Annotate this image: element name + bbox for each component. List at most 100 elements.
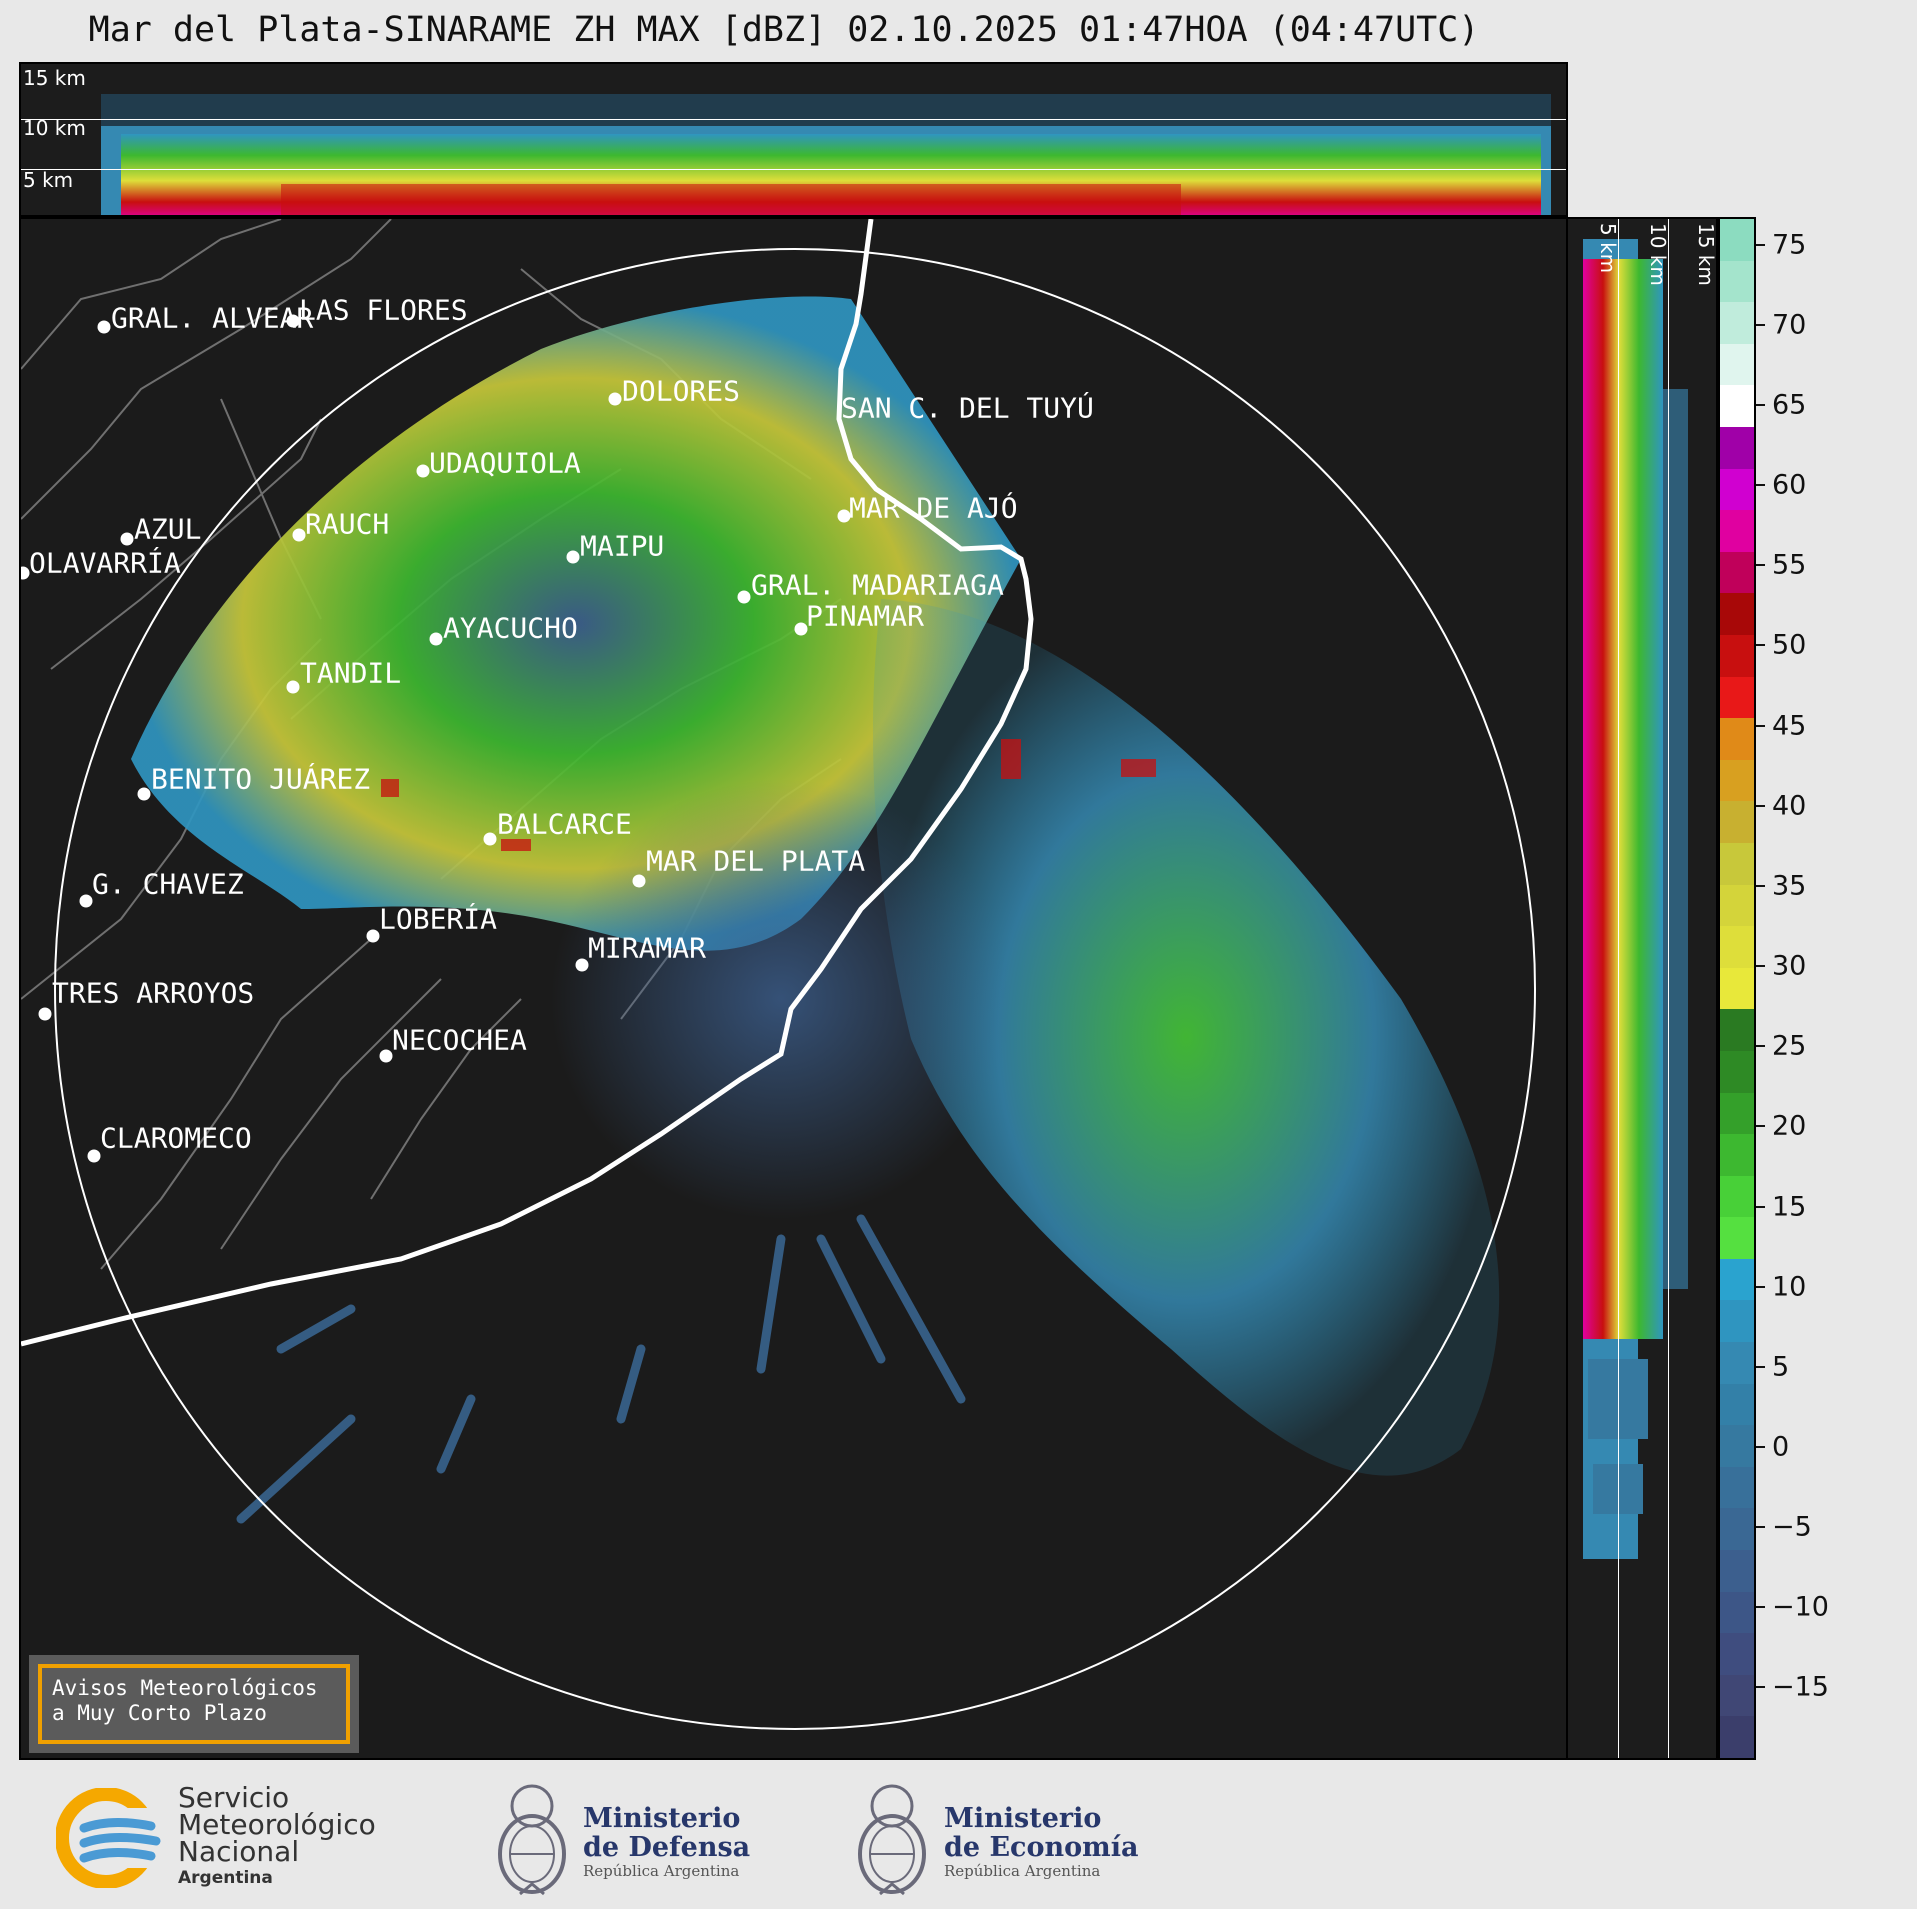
city-dot (286, 680, 300, 694)
colorbar-tick-label: 65 (1772, 389, 1807, 421)
colorbar-tick-label: 45 (1772, 710, 1807, 742)
city-dot (21, 566, 30, 580)
colorbar-tick-label: 20 (1772, 1110, 1807, 1142)
altitude-label-10km-vertical: 10 km (1646, 223, 1670, 286)
colorbar-tick-mark (1756, 564, 1765, 567)
city-dot (794, 622, 808, 636)
colorbar-tick-mark (1756, 804, 1765, 807)
city-label-mar-del-plata: MAR DEL PLATA (646, 844, 866, 878)
city-label-tandil: TANDIL (300, 656, 402, 690)
colorbar-segment (1720, 1549, 1754, 1592)
echo-cores (381, 739, 1156, 851)
colorbar-segment (1720, 1382, 1754, 1426)
colorbar-segment (1720, 1715, 1754, 1758)
city-dot (286, 314, 300, 328)
colorbar-tick-label: 40 (1772, 790, 1807, 822)
city-label-mar-de-ajo: MAR DE AJÓ (849, 491, 1018, 525)
city-dot (483, 832, 497, 846)
colorbar-segment (1720, 219, 1754, 261)
colorbar-segment (1720, 1216, 1754, 1259)
colorbar-segment (1720, 1590, 1754, 1634)
colorbar-tick-mark (1756, 1445, 1765, 1448)
city-label-maipu: MAIPU (580, 529, 665, 563)
smn-logo-icon (55, 1787, 168, 1889)
city-dot (366, 929, 380, 943)
city-label-gral-madariaga: GRAL. MADARIAGA (751, 568, 1004, 602)
radar-map[interactable]: GRAL. ALVEAR LAS FLORES DOLORES SAN C. D… (19, 217, 1568, 1760)
colorbar-segment (1720, 425, 1754, 469)
city-dot (575, 958, 589, 972)
smn-text-line-1: Servicio (178, 1781, 290, 1814)
city-dot (416, 464, 430, 478)
colorbar-tick-mark (1756, 724, 1765, 727)
colorbar-tick-mark (1756, 243, 1765, 246)
colorbar-tick-mark (1756, 1125, 1765, 1128)
colorbar-segment (1720, 758, 1754, 802)
colorbar-tick-mark (1756, 1686, 1765, 1689)
colorbar-segment (1720, 1507, 1754, 1551)
top-cross-section-echoes (101, 94, 1551, 215)
argentina-coat-of-arms-icon (852, 1776, 932, 1905)
city-label-miramar: MIRAMAR (588, 931, 707, 965)
colorbar-tick-mark (1756, 484, 1765, 487)
echo-clutter-center (551, 779, 1011, 1219)
colorbar-tick-label: 10 (1772, 1271, 1807, 1303)
defensa-title-2: de Defensa (583, 1832, 751, 1863)
colorbar-ticks: 75 70 65 60 55 50 45 40 35 30 25 20 15 10 5 0 −5 −10 −15 (1756, 217, 1916, 1760)
economia-title-1: Ministerio (944, 1803, 1102, 1834)
city-dot (87, 1149, 101, 1163)
colorbar-tick-label: 55 (1772, 549, 1807, 581)
colorbar-tick-mark (1756, 1526, 1765, 1529)
echo-streaks (236, 1214, 966, 1524)
city-dot (632, 874, 646, 888)
colorbar-segment (1720, 384, 1754, 427)
colorbar-tick-mark (1756, 403, 1765, 406)
city-label-olavarria: OLAVARRÍA (29, 546, 181, 580)
colorbar-tick-label: 15 (1772, 1191, 1807, 1223)
city-dot (292, 528, 306, 542)
colorbar-tick-label: −15 (1772, 1671, 1829, 1703)
colorbar-tick-mark (1756, 1205, 1765, 1208)
colorbar-tick-label: 50 (1772, 629, 1807, 661)
city-dot (120, 532, 134, 546)
city-label-rauch: RAUCH (305, 507, 390, 541)
colorbar-segment (1720, 259, 1754, 303)
city-label-dolores: DOLORES (622, 374, 741, 408)
argentina-coat-of-arms-icon (492, 1776, 572, 1905)
colorbar-segment (1720, 1133, 1754, 1176)
right-cross-section-echoes (1583, 239, 1688, 1559)
altitude-label-5km: 5 km (23, 168, 74, 192)
colorbar-tick-mark (1756, 1045, 1765, 1048)
coastline (21, 219, 1034, 1347)
colorbar-segment (1720, 1008, 1754, 1051)
colorbar-tick-label: 0 (1772, 1431, 1790, 1463)
colorbar-tick-label: 35 (1772, 870, 1807, 902)
city-dot (429, 632, 443, 646)
city-dot (379, 1049, 393, 1063)
colorbar-segment (1720, 1091, 1754, 1135)
economia-logo-text: Ministerio de Economía República Argenti… (944, 1804, 1138, 1880)
colorbar-segment (1720, 550, 1754, 594)
defensa-title-1: Ministerio (583, 1803, 741, 1834)
echo-region-east (872, 599, 1500, 1476)
colorbar-tick-label: 30 (1772, 950, 1807, 982)
city-label-san-c-del-tuyu: SAN C. DEL TUYÚ (841, 391, 1094, 425)
colorbar-tick-label: −10 (1772, 1591, 1829, 1623)
colorbar-segment (1720, 717, 1754, 760)
city-label-gral-alvear: GRAL. ALVEAR (111, 301, 314, 335)
city-dot (837, 509, 851, 523)
colorbar-tick-label: 70 (1772, 309, 1807, 341)
city-label-udaquiola: UDAQUIOLA (429, 446, 581, 480)
smn-text-line-2: Meteorológico (178, 1808, 376, 1841)
city-dot (38, 1007, 52, 1021)
city-dot (79, 894, 93, 908)
city-label-las-flores: LAS FLORES (299, 293, 468, 327)
radar-map-graphics (21, 219, 1536, 1730)
city-label-g-chavez: G. CHAVEZ (92, 867, 244, 901)
colorbar-segment (1720, 1673, 1754, 1717)
altitude-label-5km-vertical: 5 km (1596, 223, 1620, 274)
altitude-label-15km: 15 km (23, 66, 86, 90)
colorbar-segment (1720, 883, 1754, 927)
colorbar-segment (1720, 1465, 1754, 1509)
colorbar-segment (1720, 301, 1754, 344)
